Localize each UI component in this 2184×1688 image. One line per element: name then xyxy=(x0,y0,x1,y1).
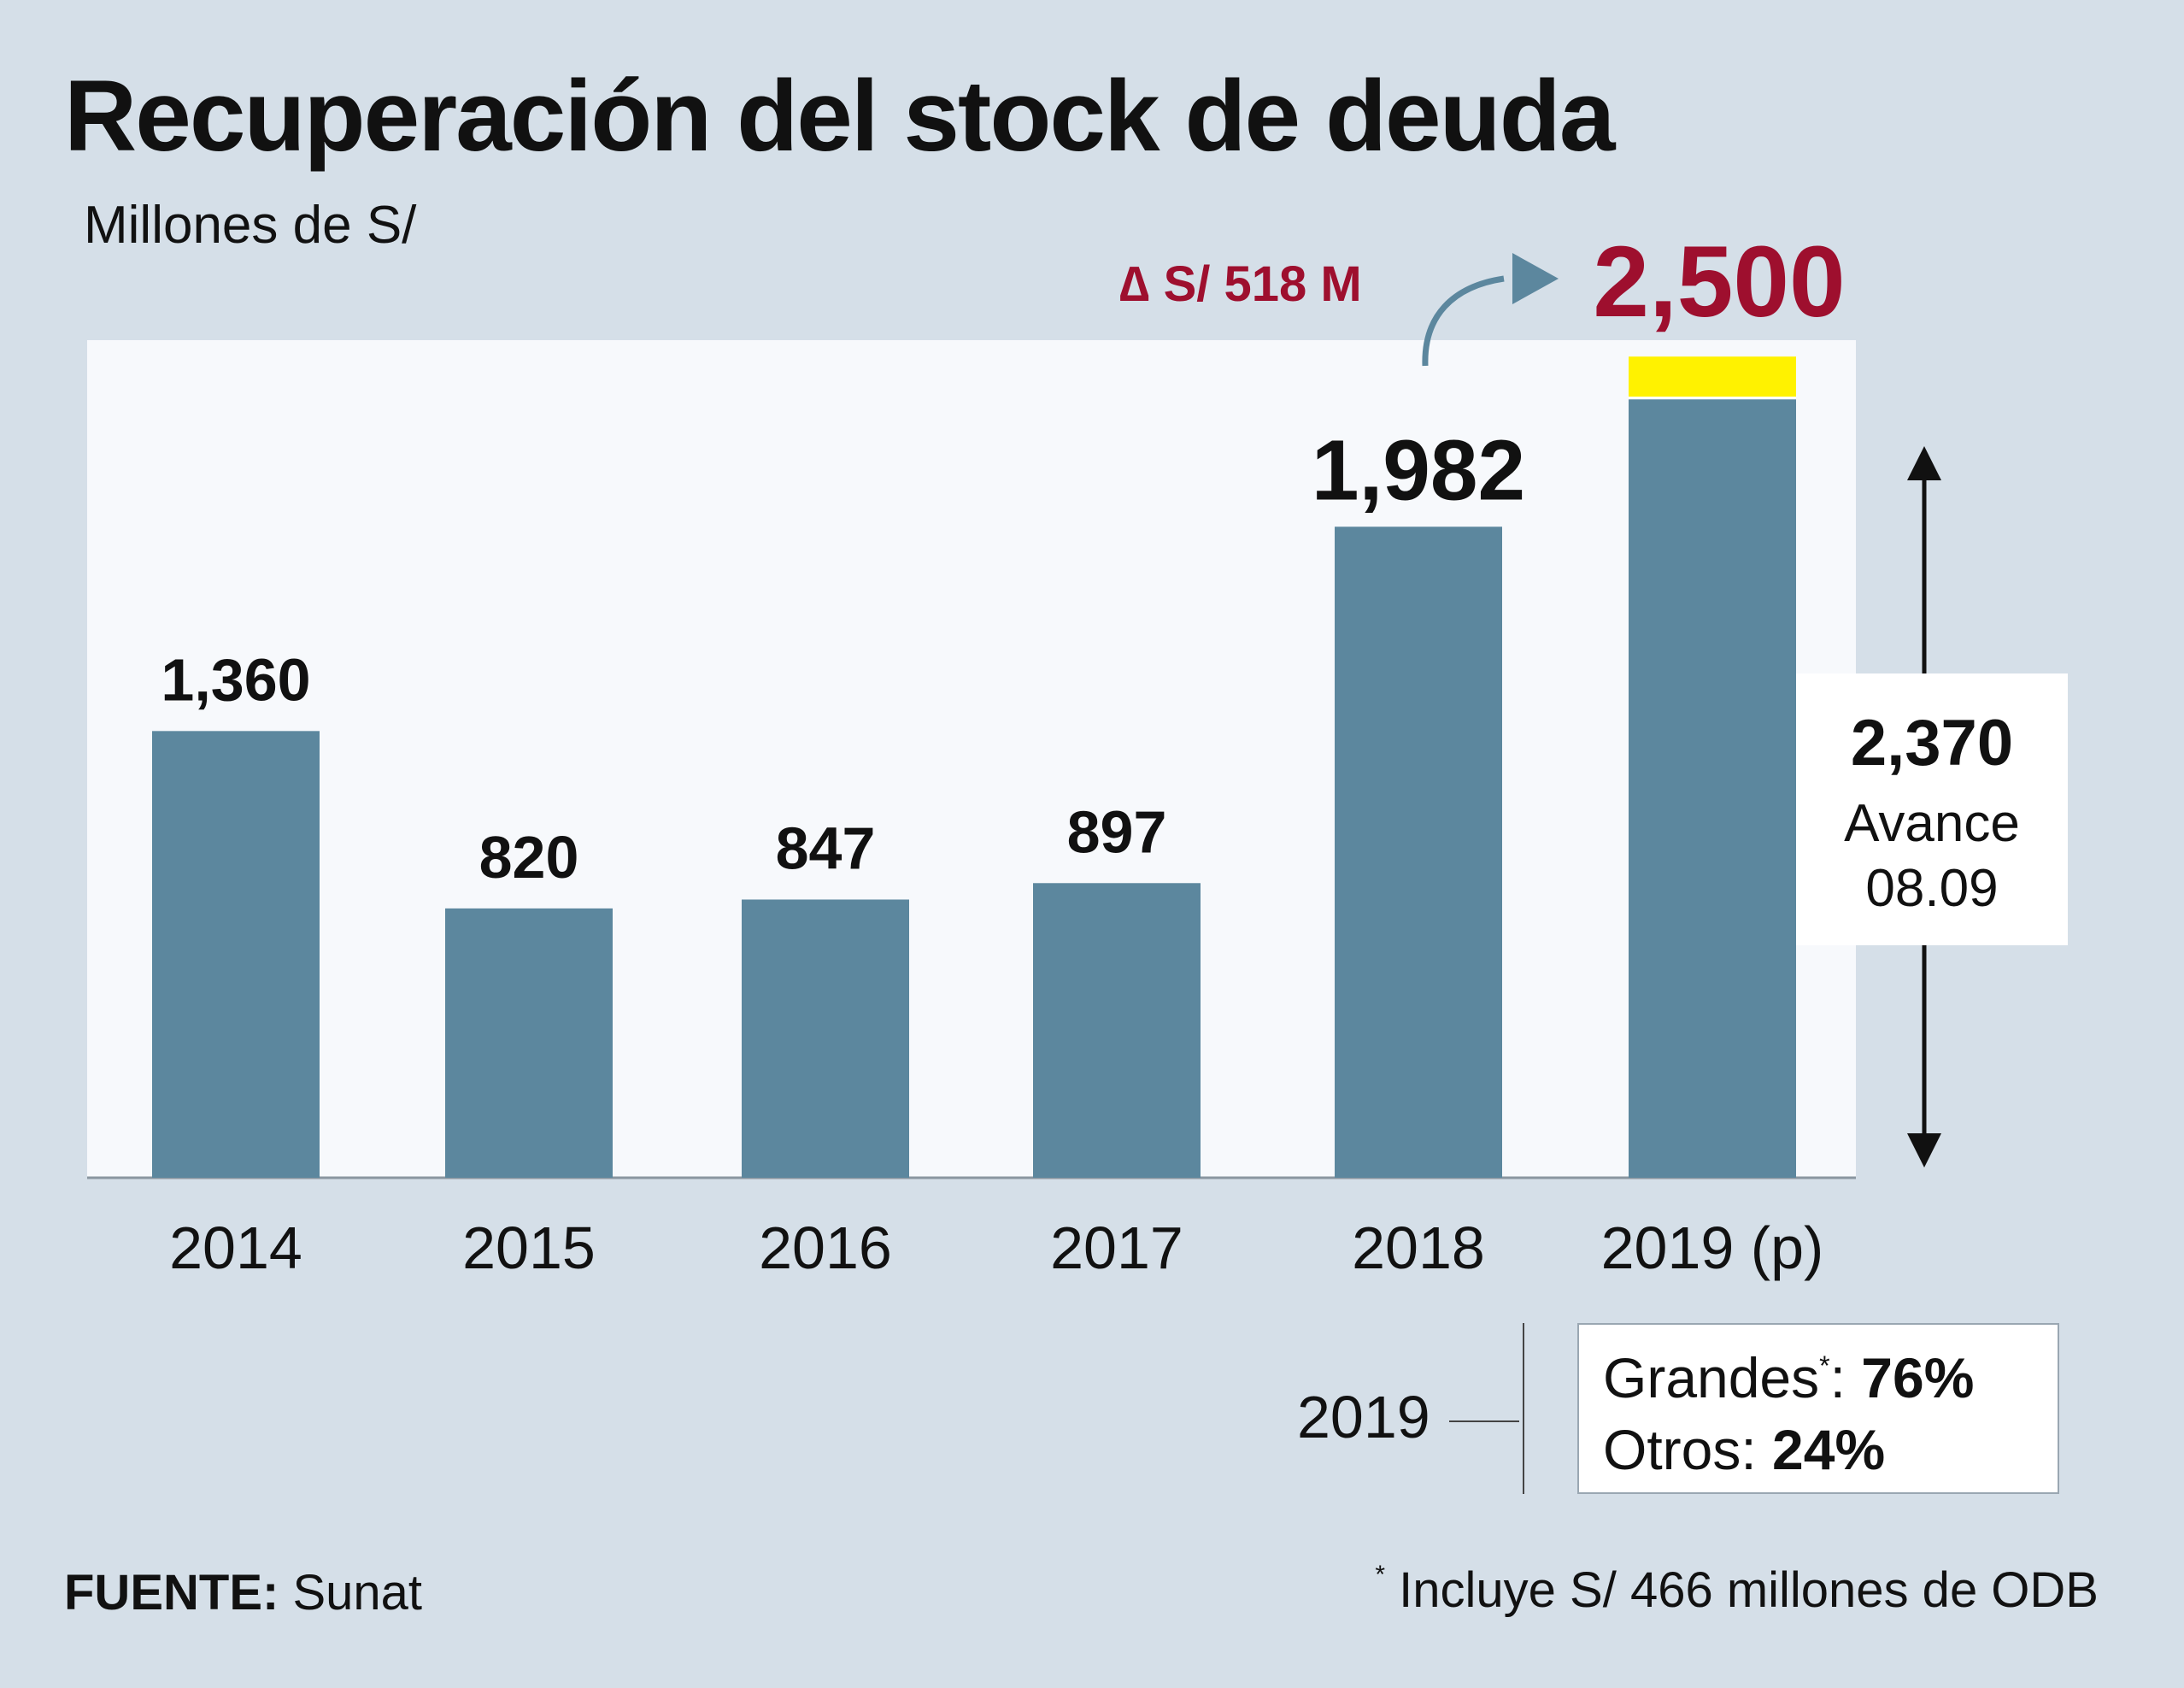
source-note: FUENTE: Sunat xyxy=(64,1564,422,1621)
plot-area xyxy=(87,340,1856,1178)
bar-segment-separator xyxy=(1629,397,1796,400)
split-row-grandes: Grandes*: 76% xyxy=(1603,1345,1974,1410)
data-label-2018: 1,982 xyxy=(1312,422,1525,518)
data-label-2017: 897 xyxy=(1067,798,1167,865)
split-row-otros: Otros: 24% xyxy=(1603,1417,1885,1482)
bar-2016 xyxy=(742,899,909,1178)
data-labels-layer: 1,360 820 847 897 1,982 xyxy=(161,422,1525,891)
grandes-label: Grandes xyxy=(1603,1346,1820,1409)
callout-label: Avance xyxy=(1844,794,2020,853)
callout-date: 08.09 xyxy=(1865,859,1999,918)
split-connector-vertical xyxy=(1523,1323,1524,1494)
data-label-2016: 847 xyxy=(776,815,876,881)
bars-layer xyxy=(152,356,1796,1178)
bar-2015 xyxy=(445,908,613,1178)
bar-2017 xyxy=(1033,883,1201,1178)
x-tick-2018: 2018 xyxy=(1352,1215,1485,1281)
progress-callout: 2,370 Avance 08.09 xyxy=(1796,673,2068,945)
curved-arrow-head xyxy=(1512,253,1559,304)
split-year: 2019 xyxy=(1297,1384,1430,1450)
source-label: FUENTE: xyxy=(64,1565,279,1620)
footnote-text: Incluye S/ 466 millones de ODB xyxy=(1399,1562,2099,1618)
bar-2018 xyxy=(1335,526,1502,1178)
grandes-asterisk: * xyxy=(1819,1350,1830,1381)
x-tick-2014: 2014 xyxy=(169,1215,302,1281)
grandes-separator: : xyxy=(1829,1346,1846,1409)
data-label-2014: 1,360 xyxy=(161,646,310,713)
footnote: * Incluye S/ 466 millones de ODB xyxy=(1375,1561,2099,1619)
data-label-2015: 820 xyxy=(479,824,579,891)
source-value: Sunat xyxy=(292,1565,423,1620)
bar-2019-projected-segment xyxy=(1629,356,1796,397)
x-tick-2019p: 2019 (p) xyxy=(1601,1215,1824,1281)
x-tick-2016: 2016 xyxy=(759,1215,892,1281)
bar-2014 xyxy=(152,731,320,1178)
curved-arrow xyxy=(1422,275,1505,367)
delta-label: ∆ S/ 518 M xyxy=(1119,256,1362,312)
x-tick-2015: 2015 xyxy=(462,1215,596,1281)
split-connector-horizontal xyxy=(1449,1420,1519,1422)
projected-total-label: 2,500 xyxy=(1593,226,1845,338)
bar-2019p xyxy=(1629,399,1796,1178)
x-tick-labels-layer: 2014 2015 2016 2017 2018 2019 (p) xyxy=(169,1215,1823,1281)
otros-value: 24% xyxy=(1772,1418,1886,1481)
chart-subtitle: Millones de S/ xyxy=(84,196,417,255)
grandes-value: 76% xyxy=(1861,1346,1975,1409)
chart-title: Recuperación del stock de deuda xyxy=(64,60,1615,173)
footnote-asterisk: * xyxy=(1375,1561,1386,1589)
x-tick-2017: 2017 xyxy=(1050,1215,1183,1281)
split-box: Grandes*: 76% Otros: 24% xyxy=(1577,1323,2059,1494)
range-arrow-down xyxy=(1907,1133,1941,1167)
callout-value: 2,370 xyxy=(1850,707,2014,779)
otros-label: Otros: xyxy=(1603,1418,1757,1481)
range-arrow-up xyxy=(1907,446,1941,480)
